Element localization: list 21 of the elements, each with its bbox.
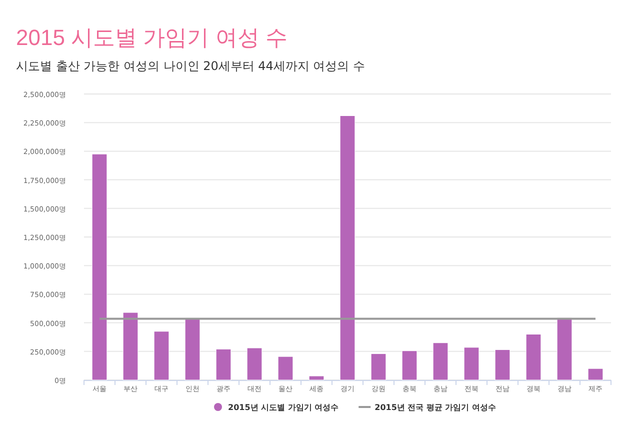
bar: [494, 349, 510, 380]
bar: [154, 331, 170, 380]
bar: [526, 334, 542, 380]
bar: [370, 353, 386, 380]
legend-label: 2015년 시도별 가임기 여성수: [228, 403, 339, 412]
legend-label: 2015년 전국 평균 가임기 여성수: [374, 403, 496, 412]
bar: [216, 348, 232, 380]
bar: [588, 368, 604, 380]
bar: [556, 317, 572, 380]
bar: [184, 318, 200, 380]
bar: [246, 348, 262, 380]
bar: [432, 342, 448, 380]
bar: [92, 154, 108, 380]
bar: [122, 312, 138, 380]
bar: [464, 347, 480, 380]
bar: [278, 356, 294, 380]
bar: [402, 350, 418, 380]
chart-subtitle: 시도별 출산 가능한 여성의 나이인 20세부터 44세까지 여성의 수: [16, 59, 366, 73]
chart-title: 2015 시도별 가임기 여성 수: [16, 25, 288, 50]
bar: [340, 115, 356, 380]
bar: [308, 376, 324, 380]
